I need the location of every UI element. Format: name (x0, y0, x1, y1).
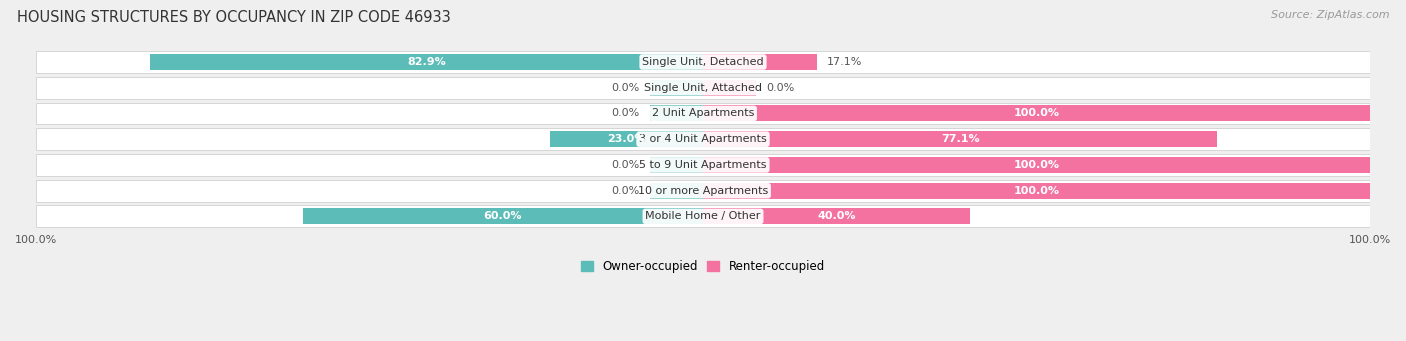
Bar (37, 128, 1369, 150)
Bar (37, 180, 1369, 202)
Bar (703, 80, 756, 96)
Text: 2 Unit Apartments: 2 Unit Apartments (652, 108, 754, 118)
Bar (550, 131, 703, 147)
Bar (302, 208, 703, 224)
Text: 0.0%: 0.0% (612, 108, 640, 118)
Bar (703, 131, 1218, 147)
Bar (703, 54, 817, 70)
Text: 100.0%: 100.0% (1014, 160, 1060, 170)
Bar (650, 183, 703, 199)
Text: Single Unit, Attached: Single Unit, Attached (644, 83, 762, 93)
Text: 100.0%: 100.0% (1014, 108, 1060, 118)
Text: 0.0%: 0.0% (612, 160, 640, 170)
Bar (650, 80, 703, 96)
Text: 0.0%: 0.0% (612, 186, 640, 196)
Bar (37, 154, 1369, 176)
Text: Single Unit, Detached: Single Unit, Detached (643, 57, 763, 67)
Text: 0.0%: 0.0% (612, 83, 640, 93)
Bar (703, 105, 1369, 121)
Text: 0.0%: 0.0% (766, 83, 794, 93)
Text: Mobile Home / Other: Mobile Home / Other (645, 211, 761, 221)
Bar (703, 208, 970, 224)
Bar (703, 183, 1369, 199)
Text: 10 or more Apartments: 10 or more Apartments (638, 186, 768, 196)
Text: 17.1%: 17.1% (827, 57, 862, 67)
Bar (37, 77, 1369, 99)
Bar (37, 103, 1369, 124)
Legend: Owner-occupied, Renter-occupied: Owner-occupied, Renter-occupied (576, 255, 830, 278)
Bar (650, 105, 703, 121)
Bar (703, 157, 1369, 173)
Text: 3 or 4 Unit Apartments: 3 or 4 Unit Apartments (640, 134, 766, 144)
Text: 5 to 9 Unit Apartments: 5 to 9 Unit Apartments (640, 160, 766, 170)
Text: 40.0%: 40.0% (817, 211, 856, 221)
Text: 60.0%: 60.0% (484, 211, 522, 221)
Bar (37, 51, 1369, 73)
Bar (150, 54, 703, 70)
Bar (37, 206, 1369, 227)
Text: 23.0%: 23.0% (607, 134, 645, 144)
Text: 77.1%: 77.1% (941, 134, 980, 144)
Text: 100.0%: 100.0% (1014, 186, 1060, 196)
Text: Source: ZipAtlas.com: Source: ZipAtlas.com (1271, 10, 1389, 20)
Text: HOUSING STRUCTURES BY OCCUPANCY IN ZIP CODE 46933: HOUSING STRUCTURES BY OCCUPANCY IN ZIP C… (17, 10, 450, 25)
Text: 82.9%: 82.9% (408, 57, 446, 67)
Bar (650, 157, 703, 173)
